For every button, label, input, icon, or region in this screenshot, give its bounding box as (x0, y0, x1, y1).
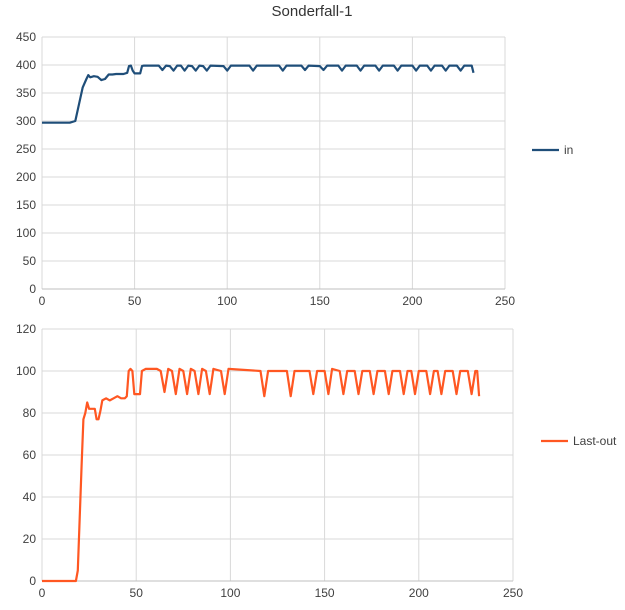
legend-label: in (564, 143, 573, 157)
series-line-last-out (42, 367, 481, 583)
legend-label: Last-out (573, 434, 617, 448)
x-tick-label: 0 (39, 294, 46, 308)
x-tick-label: 50 (128, 294, 142, 308)
y-tick-label: 200 (16, 170, 36, 184)
plot-last-out: 0 20 40 60 80 100 120 0 50 100 150 200 250 Last-out (16, 322, 617, 600)
y-tick-label: 80 (23, 406, 37, 420)
plot-in: 0 50 100 150 200 250 300 350 400 450 0 50 100 150 200 2… (16, 30, 573, 308)
y-tick-label: 350 (16, 86, 36, 100)
x-tick-label: 250 (503, 586, 523, 600)
series-line-in (42, 64, 475, 124)
y-tick-label: 300 (16, 114, 36, 128)
y-tick-label: 60 (23, 448, 37, 462)
y-tick-label: 20 (23, 532, 37, 546)
x-tick-label: 0 (39, 586, 46, 600)
y-tick-label: 400 (16, 58, 36, 72)
x-tick-label: 150 (310, 294, 330, 308)
x-tick-label: 200 (409, 586, 429, 600)
x-tick-label: 150 (315, 586, 335, 600)
x-tick-label: 50 (130, 586, 144, 600)
y-tick-label: 100 (16, 226, 36, 240)
y-tick-label: 250 (16, 142, 36, 156)
y-tick-label: 50 (23, 254, 37, 268)
y-tick-label: 120 (16, 322, 36, 336)
y-tick-label: 100 (16, 364, 36, 378)
y-tick-label: 0 (29, 574, 36, 588)
y-tick-label: 40 (23, 490, 37, 504)
y-tick-label: 0 (29, 282, 36, 296)
x-tick-label: 200 (402, 294, 422, 308)
x-tick-label: 100 (217, 294, 237, 308)
chart-title: Sonderfall-1 (272, 3, 353, 20)
x-tick-label: 100 (220, 586, 240, 600)
y-tick-label: 150 (16, 198, 36, 212)
y-tick-label: 450 (16, 30, 36, 44)
x-tick-label: 250 (495, 294, 515, 308)
